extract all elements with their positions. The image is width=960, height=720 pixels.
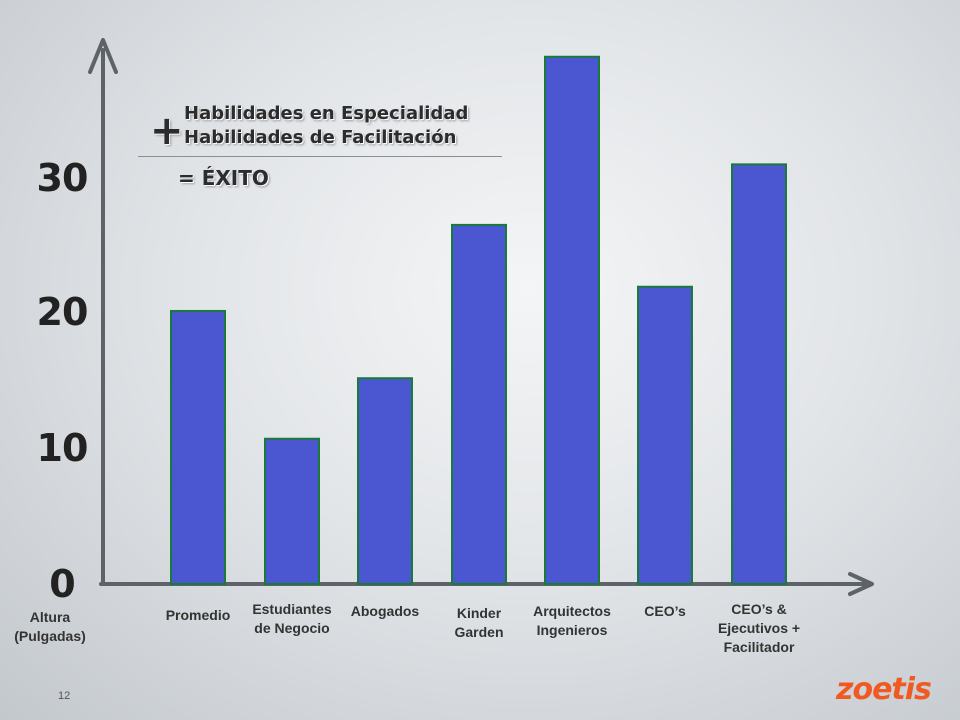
y-axis-arrowhead bbox=[88, 38, 118, 74]
y-tick-label: 20 bbox=[37, 290, 88, 334]
zoetis-logo: zoetis bbox=[836, 672, 932, 707]
y-tick-labels: 0 10 20 30 bbox=[37, 156, 89, 606]
bar bbox=[170, 309, 226, 585]
y-axis-label: Altura (Pulgadas) bbox=[14, 609, 86, 644]
bar bbox=[731, 163, 787, 586]
plus-sign: + bbox=[150, 108, 184, 154]
x-category-label: Kinder Garden bbox=[454, 605, 504, 640]
x-category-label: Abogados bbox=[350, 603, 420, 619]
equation-divider bbox=[138, 156, 502, 157]
page-number: 12 bbox=[58, 690, 71, 702]
x-category-label: Estudiantes de Negocio bbox=[252, 601, 332, 636]
y-tick-label: 30 bbox=[37, 156, 88, 200]
bars bbox=[170, 55, 787, 586]
x-category-label: CEO’s & Ejecutivos + Facilitador bbox=[717, 601, 801, 655]
x-category-label: Promedio bbox=[165, 607, 231, 623]
equation-line-2: Habilidades de Facilitación bbox=[184, 127, 457, 148]
bar bbox=[544, 55, 600, 585]
bar bbox=[451, 223, 507, 585]
bar bbox=[357, 377, 413, 585]
equation-result: = ÉXITO bbox=[178, 166, 269, 190]
x-category-label: Arquitectos Ingenieros bbox=[533, 603, 611, 638]
bar bbox=[264, 437, 320, 585]
y-tick-label: 10 bbox=[37, 426, 88, 470]
equation-line-1: Habilidades en Especialidad bbox=[184, 103, 469, 124]
bar bbox=[637, 285, 693, 585]
y-tick-label: 0 bbox=[49, 562, 74, 606]
x-axis-arrowhead bbox=[848, 572, 874, 596]
x-category-label: CEO’s bbox=[644, 603, 686, 619]
